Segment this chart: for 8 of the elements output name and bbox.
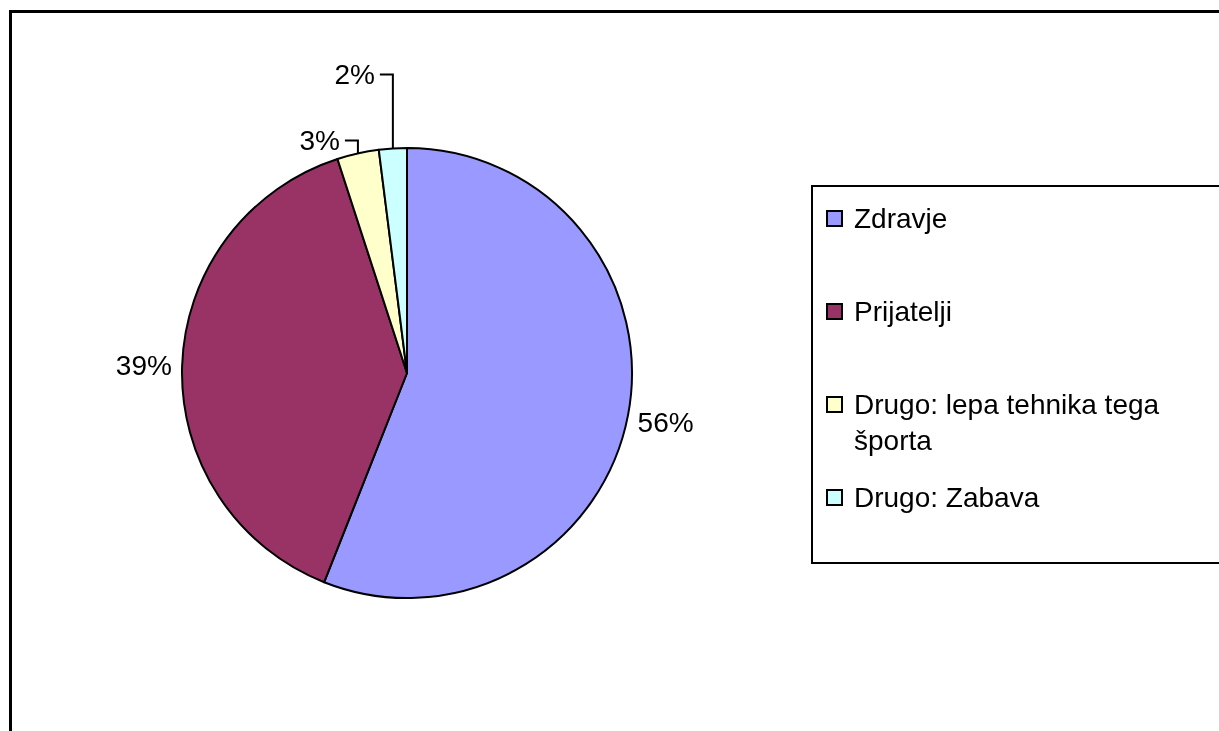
data-label: 56% — [637, 406, 694, 438]
legend-label: Prijatelji — [854, 295, 953, 327]
data-label: 2% — [334, 58, 375, 90]
legend-label: Drugo: lepa tehnika tega športa — [854, 388, 1160, 456]
data-label: 39% — [115, 349, 172, 381]
legend-label: Drugo: Zabava — [854, 481, 1040, 513]
data-label: 3% — [299, 124, 340, 156]
legend-label: Zdravje — [854, 202, 948, 234]
